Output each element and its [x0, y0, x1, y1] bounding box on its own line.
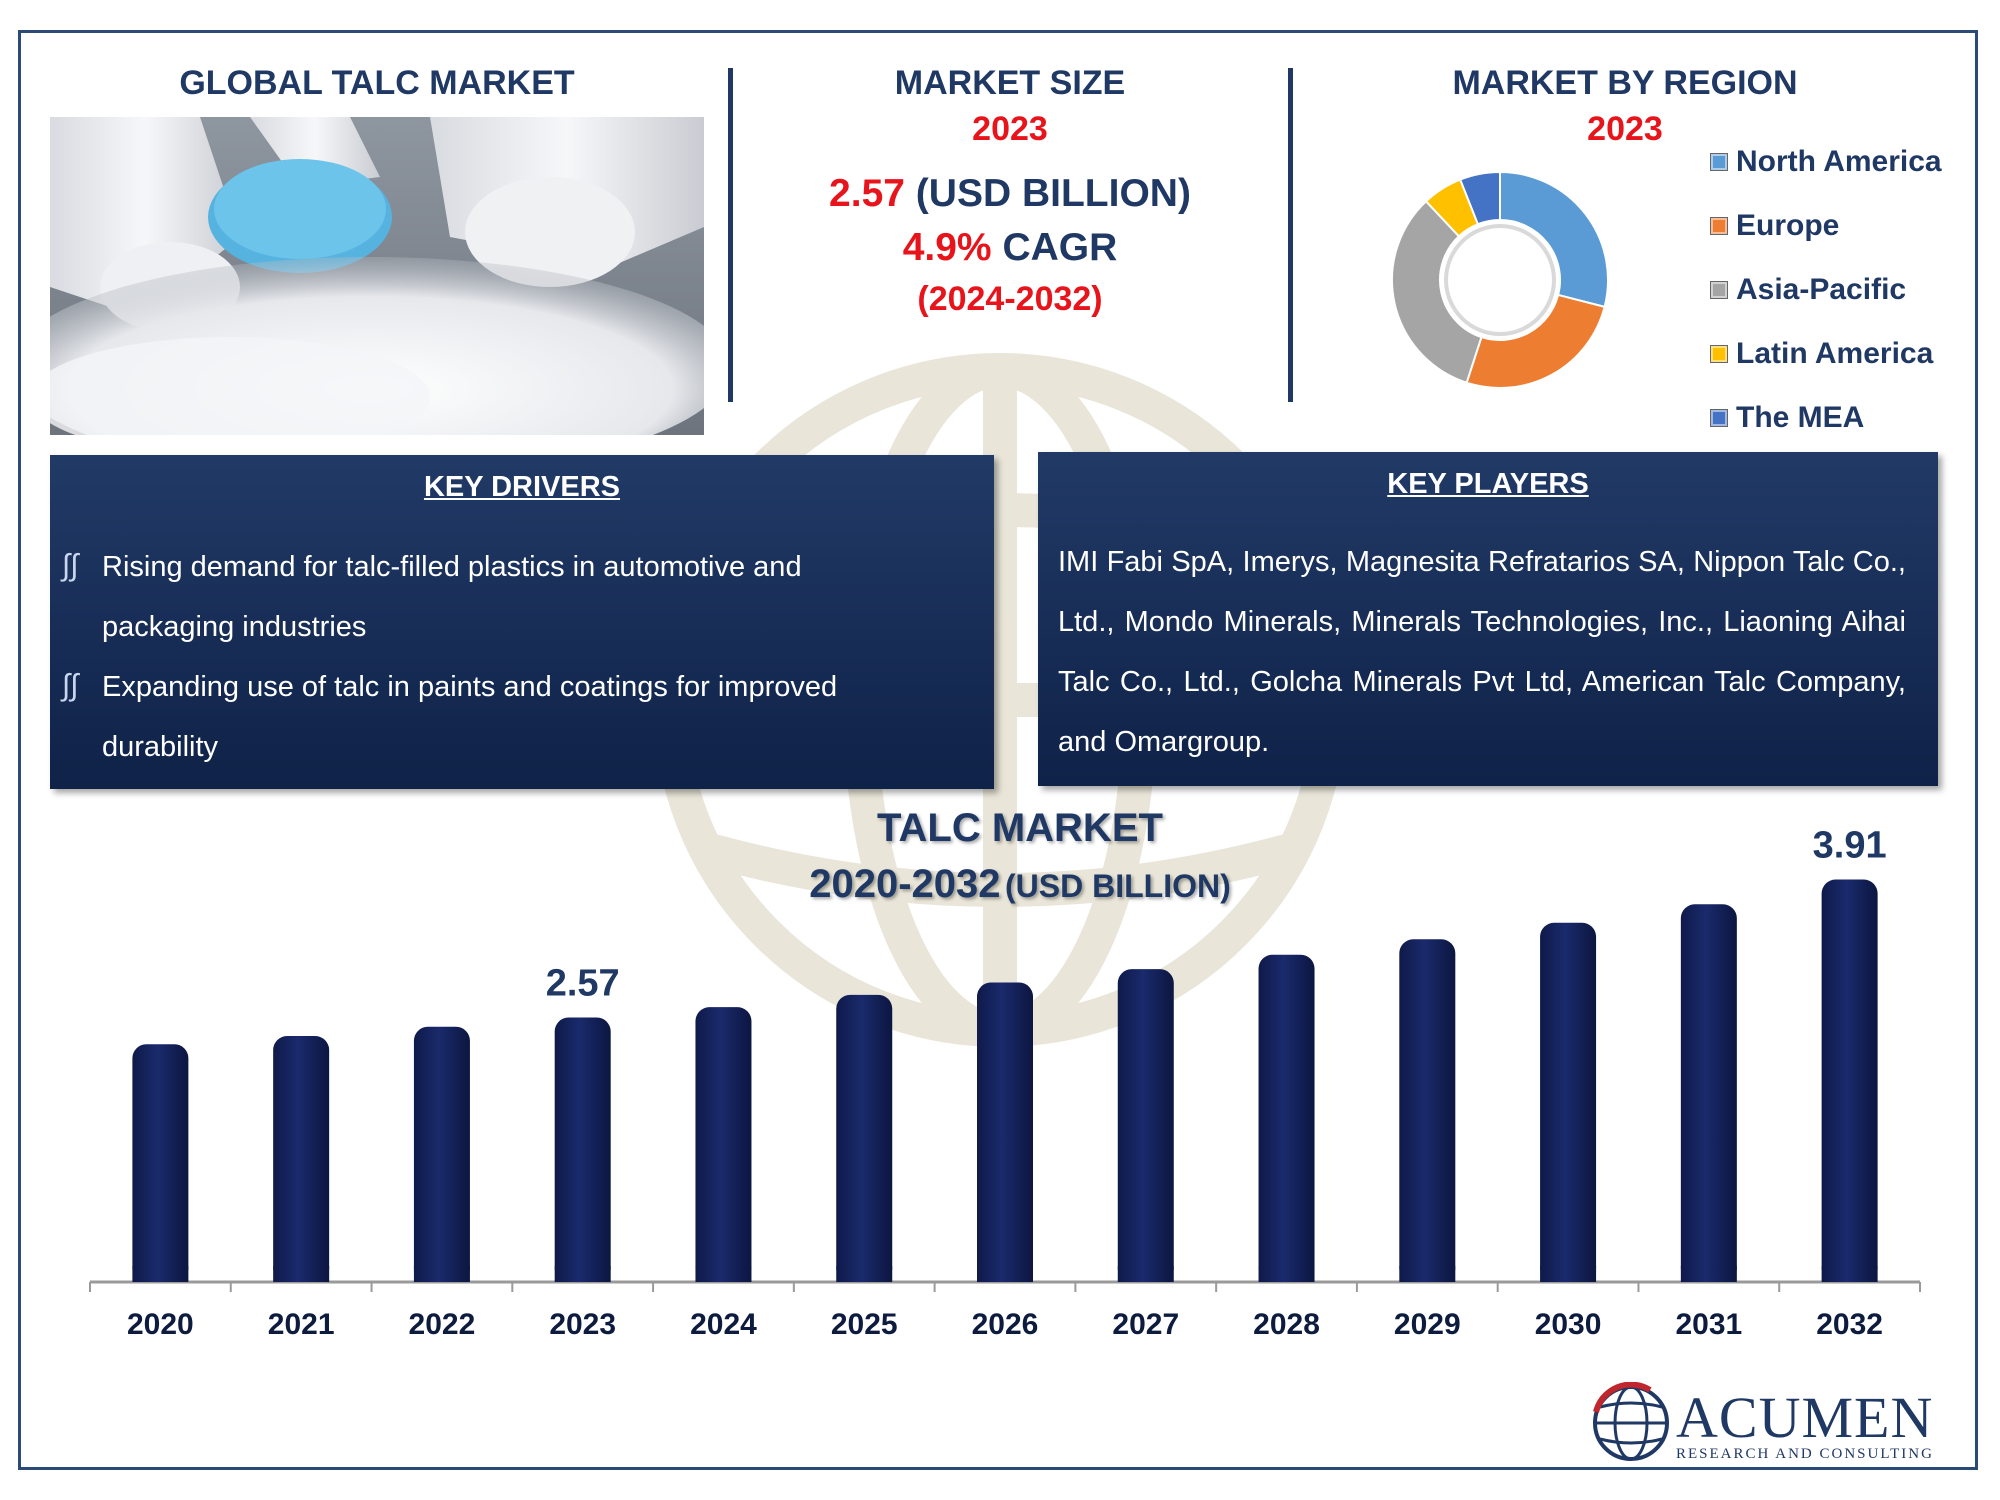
chart-subtitle: 2020-2032 (USD BILLION) — [720, 862, 1320, 907]
x-tick-label: 2026 — [972, 1308, 1039, 1340]
driver-line: durability — [102, 731, 219, 763]
legend-label: Europe — [1736, 209, 1840, 242]
infographic-frame — [18, 30, 1978, 1470]
donut-slice-europe — [1465, 293, 1606, 389]
data-label: 3.91 — [1813, 825, 1887, 867]
x-tick-label: 2024 — [690, 1308, 757, 1340]
region-year: 2023 — [1587, 110, 1663, 148]
divider-left — [728, 68, 733, 402]
bar-base-2023 — [554, 1266, 611, 1282]
bar-2032 — [1821, 879, 1878, 1282]
legend-swatch — [1710, 345, 1728, 363]
region-title: MARKET BY REGION — [1452, 64, 1798, 102]
bar-2023 — [554, 1017, 611, 1282]
market-size-line: 2.57 (USD BILLION) — [740, 172, 1280, 216]
legend-label: The MEA — [1736, 401, 1865, 434]
left-title: GLOBAL TALC MARKET — [179, 64, 575, 102]
key-drivers-panel: KEY DRIVERS ∫∫ Rising demand for talc-fil… — [50, 455, 994, 789]
driver-item: Expanding use of talc in paints and coat… — [102, 657, 962, 777]
chart-bullet-icon: ∫∫ — [62, 669, 79, 702]
cagr-value: 4.9% — [902, 226, 992, 269]
bar-2028 — [1258, 954, 1315, 1282]
key-players-title: KEY PLAYERS — [1387, 468, 1589, 500]
x-tick-label: 2029 — [1394, 1308, 1461, 1340]
bar-base-2027 — [1117, 1266, 1174, 1282]
donut-inner-shadow — [1444, 224, 1556, 336]
chart-bullet-icon: ∫∫ — [62, 549, 79, 582]
bar-2029 — [1399, 939, 1456, 1282]
key-drivers-title: KEY DRIVERS — [423, 471, 621, 503]
market-size-unit: (USD BILLION) — [915, 172, 1191, 215]
market-size-title: MARKET SIZE — [894, 64, 1126, 102]
bar-base-2024 — [695, 1266, 752, 1282]
bar-2026 — [977, 982, 1033, 1282]
bar-base-2021 — [273, 1266, 330, 1282]
bar-base-2032 — [1821, 1266, 1878, 1282]
driver-line: Rising demand for talc-filled plastics i… — [102, 551, 802, 583]
bar-base-2031 — [1680, 1266, 1737, 1282]
donut-slice-asia-pacific — [1391, 199, 1483, 384]
region-donut-chart — [1391, 170, 1609, 389]
logo-name: ACUMEN — [1676, 1385, 1934, 1450]
bar-base-2029 — [1399, 1266, 1456, 1282]
bar-2030 — [1540, 922, 1597, 1282]
donut-slice-the-mea — [1458, 170, 1501, 226]
bar-base-2025 — [836, 1266, 893, 1282]
legend-swatch — [1710, 217, 1728, 235]
bar-2021 — [273, 1036, 330, 1282]
x-tick-label: 2030 — [1535, 1308, 1602, 1340]
legend-item: The MEA — [1710, 401, 1864, 435]
legend-swatch — [1710, 153, 1728, 171]
x-tick-label: 2031 — [1675, 1308, 1742, 1340]
legend-swatch — [1710, 409, 1728, 427]
cagr-line: 4.9% CAGR — [740, 226, 1280, 270]
key-players-text: IMI Fabi SpA, Imerys, Magnesita Refratar… — [1058, 546, 1906, 758]
bar-base-2022 — [413, 1266, 470, 1282]
x-tick-label: 2032 — [1816, 1308, 1883, 1340]
chart-subtitle-years: 2020-2032 — [809, 862, 1001, 906]
driver-item: Rising demand for talc-filled plastics i… — [102, 537, 962, 657]
driver-line: Expanding use of talc in paints and coat… — [102, 671, 838, 703]
key-players-panel: KEY PLAYERS IMI Fabi SpA, Imerys, Magnes… — [1038, 452, 1938, 786]
driver-line: packaging industries — [102, 611, 367, 643]
legend-label: Latin America — [1736, 337, 1934, 370]
talc-powder-image — [50, 117, 704, 435]
bar-2020 — [132, 1044, 189, 1282]
x-tick-label: 2022 — [409, 1308, 476, 1340]
talc-market-bar-chart: 2020 2021 2022 2023 2.57 2024 2025 2026 2027 2028… — [89, 825, 1921, 1340]
x-tick-label: 2027 — [1112, 1308, 1179, 1340]
bar-base-2030 — [1540, 1266, 1597, 1282]
donut-slice-north-america — [1499, 170, 1609, 309]
acumen-globe-logo-icon — [1593, 1382, 1669, 1461]
chart-subtitle-unit: (USD BILLION) — [1005, 868, 1231, 904]
legend-item: Asia-Pacific — [1710, 273, 1906, 307]
legend-item: Europe — [1710, 209, 1839, 243]
x-tick-label: 2028 — [1253, 1308, 1320, 1340]
bar-2031 — [1680, 904, 1737, 1282]
bar-base-2020 — [132, 1266, 189, 1282]
bar-2025 — [836, 994, 893, 1282]
divider-right — [1288, 68, 1293, 402]
bar-base-2026 — [977, 1266, 1033, 1282]
legend-swatch — [1710, 281, 1728, 299]
bar-2022 — [413, 1026, 470, 1282]
market-size-year: 2023 — [972, 110, 1048, 148]
market-size-value: 2.57 — [829, 172, 905, 215]
data-label: 2.57 — [546, 962, 620, 1004]
x-tick-label: 2020 — [127, 1308, 194, 1340]
x-tick-label: 2025 — [831, 1308, 898, 1340]
legend-item: Latin America — [1710, 337, 1933, 371]
bar-2027 — [1117, 969, 1174, 1282]
cagr-period: (2024-2032) — [917, 280, 1103, 318]
x-tick-label: 2023 — [549, 1308, 616, 1340]
legend-item: North America — [1710, 145, 1942, 179]
cagr-label: CAGR — [1002, 226, 1118, 269]
legend-label: North America — [1736, 145, 1942, 178]
legend-label: Asia-Pacific — [1736, 273, 1907, 306]
logo-tagline: RESEARCH AND CONSULTING — [1676, 1446, 1934, 1462]
bar-2024 — [695, 1007, 752, 1282]
bar-base-2028 — [1258, 1266, 1315, 1282]
chart-title: TALC MARKET — [877, 806, 1163, 850]
x-tick-label: 2021 — [268, 1308, 335, 1340]
